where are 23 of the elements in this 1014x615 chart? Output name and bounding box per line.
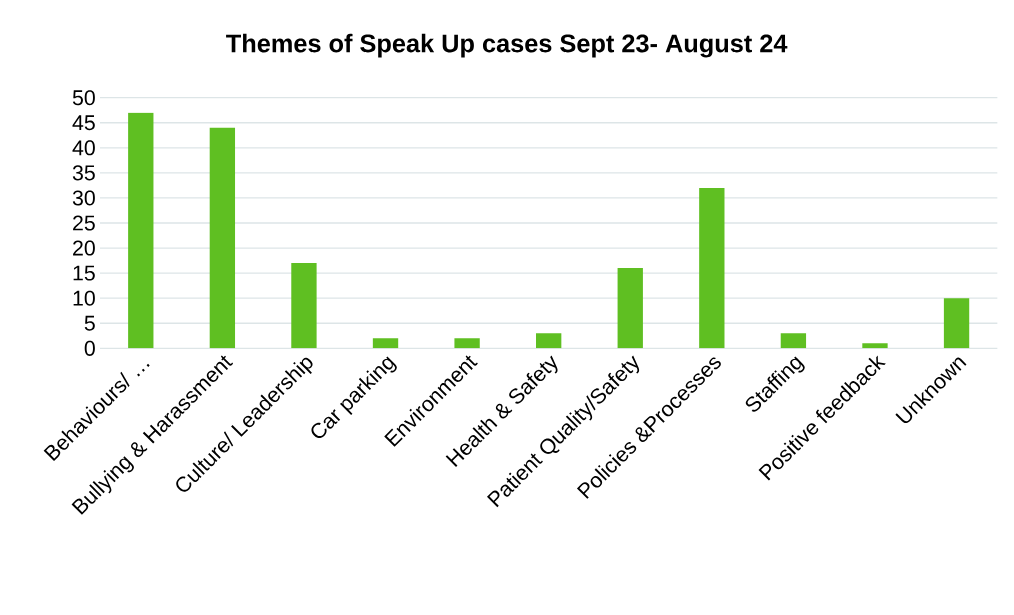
y-tick-label: 40 [72, 140, 95, 156]
chart-title: Themes of Speak Up cases Sept 23- August 24 [226, 33, 788, 58]
y-tick-label: 0 [84, 340, 95, 356]
bar [943, 298, 970, 349]
bar [454, 338, 480, 349]
y-tick-label: 35 [72, 165, 95, 181]
bar [536, 333, 562, 349]
bar [780, 333, 807, 349]
y-tick-label: 25 [73, 215, 95, 231]
y-tick-label: 15 [73, 265, 95, 281]
y-tick-label: 20 [73, 240, 95, 256]
y-tick-label: 50 [72, 90, 95, 106]
bar [209, 127, 236, 349]
bar [372, 338, 399, 349]
bar [699, 187, 725, 349]
y-tick-label: 5 [84, 315, 95, 331]
bar [862, 343, 888, 349]
y-tick-label: 45 [72, 115, 95, 131]
bar [617, 268, 643, 349]
y-tick-label: 30 [72, 190, 95, 206]
bar [128, 112, 154, 349]
bar [291, 263, 317, 349]
y-tick-label: 10 [73, 290, 95, 306]
